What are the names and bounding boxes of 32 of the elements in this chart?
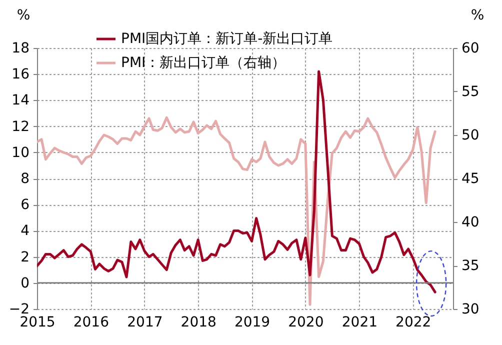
- y2-tick-label: 50: [462, 128, 480, 144]
- y-tick-label: 8: [20, 171, 30, 187]
- y-tick-label: 18: [12, 40, 30, 56]
- y2-tick-label: 45: [462, 171, 480, 187]
- y-axis-title: %: [16, 8, 30, 24]
- x-tick-label: 2020: [288, 314, 324, 330]
- y-tick-label: 0: [20, 275, 30, 292]
- line-series: [37, 70, 436, 294]
- y-tick-label: 4: [20, 223, 30, 240]
- x-tick-label: 2018: [180, 314, 216, 330]
- y2-tick-label: 55: [462, 84, 480, 100]
- x-tick-label: 2017: [127, 314, 163, 330]
- y-tick-label: −2: [8, 302, 30, 318]
- y2-tick-label: 60: [462, 40, 480, 56]
- y-tick-label: 16: [12, 66, 30, 83]
- y2-tick-label: 35: [462, 258, 480, 274]
- x-tick-label: 2019: [234, 314, 270, 330]
- y2-tick-label: 40: [462, 214, 480, 230]
- x-tick-label: 2015: [20, 314, 56, 330]
- y-tick-label: 10: [12, 144, 30, 161]
- y-tick-label: 12: [12, 118, 30, 135]
- y-tick-label: 2: [20, 249, 30, 266]
- legend-label: PMI：新出口订单（右轴）: [121, 55, 286, 71]
- y2-tick-label: 30: [462, 302, 480, 318]
- x-tick-label: 2022: [396, 314, 432, 330]
- y2-axis-title: %: [470, 8, 484, 24]
- x-tick-label: 2021: [342, 314, 378, 330]
- y-tick-label: 14: [12, 92, 30, 109]
- legend-label: PMI国内订单：新订单-新出口订单: [121, 31, 333, 47]
- y-tick-label: 6: [20, 197, 30, 214]
- x-tick-label: 2016: [73, 314, 110, 330]
- line-series: [37, 116, 436, 306]
